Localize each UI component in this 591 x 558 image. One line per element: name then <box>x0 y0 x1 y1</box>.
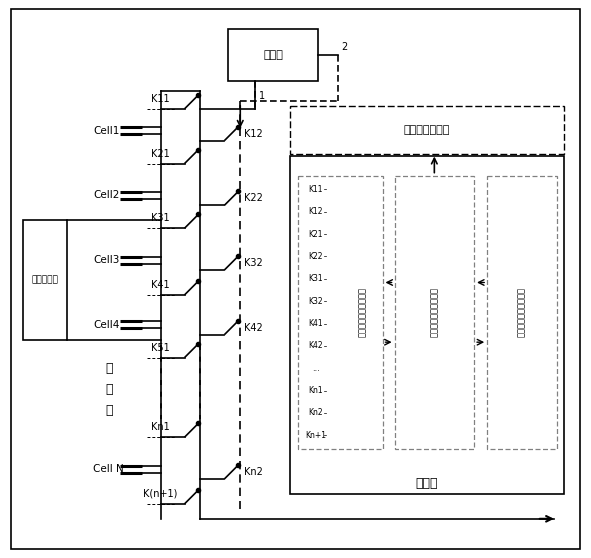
Text: K(n+1): K(n+1) <box>144 489 178 499</box>
FancyBboxPatch shape <box>290 106 564 153</box>
Text: 2: 2 <box>341 42 347 52</box>
Text: Kn2: Kn2 <box>244 467 263 477</box>
Text: ...: ... <box>312 364 320 373</box>
Text: Cell3: Cell3 <box>93 255 119 265</box>
Text: Kn1: Kn1 <box>309 386 323 395</box>
Text: K22: K22 <box>309 252 323 261</box>
Text: K12: K12 <box>309 207 323 217</box>
Text: Kn1: Kn1 <box>151 422 170 432</box>
Text: K41: K41 <box>151 280 170 290</box>
Text: 控制器: 控制器 <box>415 478 438 490</box>
Text: Cell1: Cell1 <box>93 126 119 136</box>
Text: Cell4: Cell4 <box>93 320 119 330</box>
Text: 开关控制信号输出单元: 开关控制信号输出单元 <box>358 287 367 338</box>
Text: Kn2: Kn2 <box>309 408 323 417</box>
Text: K41: K41 <box>309 319 323 328</box>
Text: 充放电端口: 充放电端口 <box>32 276 59 285</box>
Text: K11: K11 <box>151 94 170 104</box>
Text: 恒流源控制信号: 恒流源控制信号 <box>404 125 450 134</box>
Text: 恒流源: 恒流源 <box>263 50 283 60</box>
Text: 电
池
组: 电 池 组 <box>105 362 113 417</box>
Text: K32: K32 <box>309 297 323 306</box>
Text: K42: K42 <box>309 341 323 350</box>
Text: 电池状态采集功能单元: 电池状态采集功能单元 <box>518 287 527 338</box>
Text: K22: K22 <box>244 194 263 204</box>
Text: K12: K12 <box>244 129 263 139</box>
Bar <box>228 29 318 81</box>
Text: K11: K11 <box>309 185 323 194</box>
FancyBboxPatch shape <box>395 176 474 449</box>
Text: K42: K42 <box>244 323 263 333</box>
Text: 均衡规则运算功能单元: 均衡规则运算功能单元 <box>430 287 439 338</box>
FancyBboxPatch shape <box>298 176 382 449</box>
Text: K32: K32 <box>244 258 263 268</box>
Text: K31: K31 <box>151 213 170 223</box>
Text: K51: K51 <box>151 343 170 353</box>
Bar <box>290 156 564 494</box>
Bar <box>23 220 67 340</box>
Text: Cell N: Cell N <box>93 464 124 474</box>
Text: K21: K21 <box>309 230 323 239</box>
Text: K21: K21 <box>151 148 170 158</box>
Text: Cell2: Cell2 <box>93 190 119 200</box>
Text: 1: 1 <box>259 91 265 101</box>
FancyBboxPatch shape <box>487 176 557 449</box>
Text: K31: K31 <box>309 275 323 283</box>
Text: Kn+1: Kn+1 <box>306 431 326 440</box>
